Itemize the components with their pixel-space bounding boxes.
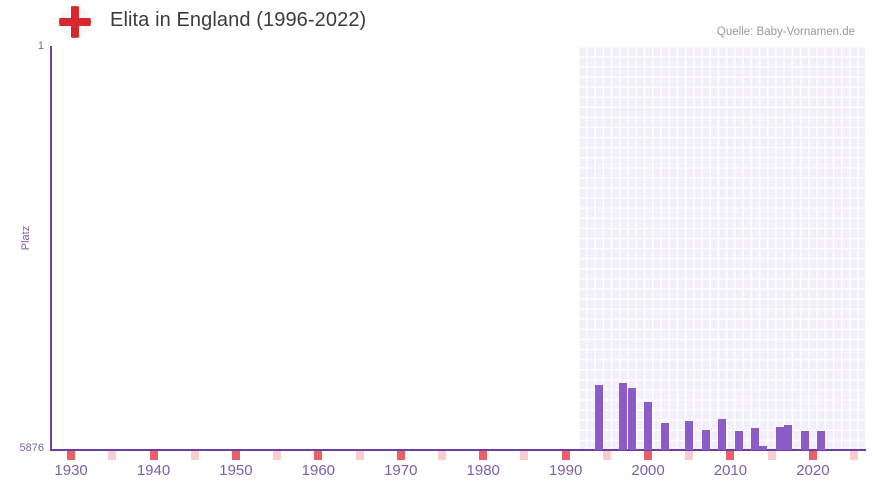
x-tick-label-1940: 1940: [136, 462, 171, 479]
bar-2014[interactable]: [759, 446, 768, 450]
x-minor-tick-marker-1945: [190, 451, 199, 460]
y-axis-tick-top: 1: [37, 40, 44, 52]
x-tick-label-1970: 1970: [384, 462, 418, 479]
bar-1997[interactable]: [619, 383, 628, 450]
x-axis-layer: 1930 1940 1950 1960 1970 1980 1990 2000 2010 2020: [50, 451, 866, 491]
x-minor-tick-marker-1985: [520, 451, 529, 460]
plot-area: [50, 46, 865, 450]
x-tick-label-2020: 2020: [796, 462, 830, 479]
x-minor-tick-marker-1965: [355, 451, 364, 460]
y-axis-line: [50, 46, 52, 450]
bar-2017[interactable]: [784, 425, 793, 450]
bar-2013[interactable]: [751, 428, 760, 450]
source-note: Quelle: Baby-Vornamen.de: [716, 26, 855, 38]
plot-background-data-range: [578, 46, 865, 450]
x-tick-marker-1980: [479, 451, 488, 460]
bar-2007[interactable]: [701, 430, 710, 450]
bar-2016[interactable]: [775, 427, 784, 450]
x-tick-label-1980: 1980: [466, 462, 500, 479]
x-axis-line: [50, 449, 866, 451]
x-minor-tick-marker-1995: [602, 451, 611, 460]
x-tick-marker-1960: [314, 451, 323, 460]
x-tick-marker-1940: [149, 451, 158, 460]
x-tick-marker-1930: [67, 451, 76, 460]
bars-layer: [50, 46, 866, 450]
x-minor-tick-marker-2025: [850, 451, 859, 460]
x-tick-label-2000: 2000: [631, 462, 665, 479]
x-tick-marker-2000: [644, 451, 653, 460]
x-minor-tick-marker-2015: [767, 451, 776, 460]
x-tick-label-1960: 1960: [301, 462, 336, 479]
chart-header: Elita in England (1996-2022) Quelle: Bab…: [0, 0, 873, 44]
x-tick-label-1930: 1930: [54, 462, 88, 479]
x-minor-tick-marker-1955: [273, 451, 282, 460]
bar-1994[interactable]: [594, 385, 603, 450]
bar-2021[interactable]: [817, 431, 826, 450]
flag-vertical-stripe: [71, 6, 79, 38]
x-tick-label-2010: 2010: [713, 462, 748, 479]
bar-2011[interactable]: [734, 431, 743, 450]
x-tick-marker-1950: [231, 451, 240, 460]
bar-1998[interactable]: [627, 388, 636, 450]
x-tick-label-1950: 1950: [219, 462, 253, 479]
x-minor-tick-marker-1935: [108, 451, 117, 460]
x-minor-tick-marker-2005: [685, 451, 694, 460]
x-minor-tick-marker-1975: [437, 451, 446, 460]
y-axis-title: Platz: [20, 225, 32, 251]
page-title: Elita in England (1996-2022): [110, 9, 367, 31]
bar-2005[interactable]: [685, 421, 694, 450]
plot-background-no-data: [50, 46, 578, 450]
bar-2002[interactable]: [660, 423, 669, 450]
x-tick-marker-1990: [561, 451, 570, 460]
x-tick-marker-1970: [396, 451, 405, 460]
bar-2019[interactable]: [800, 431, 809, 450]
x-tick-marker-2020: [808, 451, 817, 460]
bar-2009[interactable]: [718, 419, 727, 450]
x-tick-marker-2010: [726, 451, 735, 460]
y-axis-tick-bottom: 5876: [19, 442, 44, 454]
bar-2000[interactable]: [644, 402, 653, 450]
x-tick-label-1990: 1990: [548, 462, 583, 479]
england-flag-icon: [59, 6, 91, 38]
